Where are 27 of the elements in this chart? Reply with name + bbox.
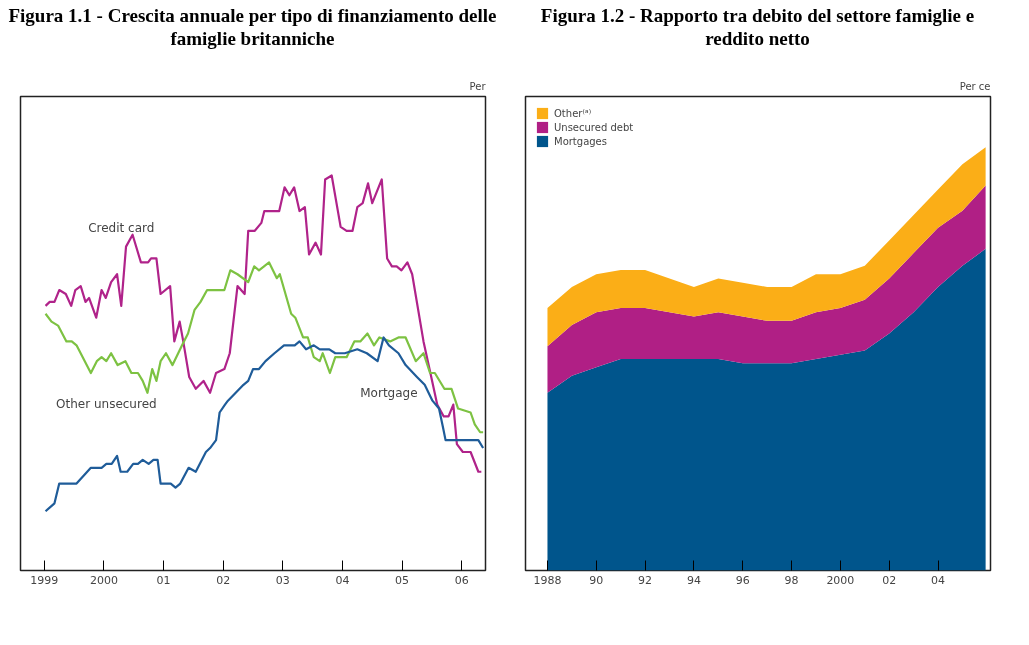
legend-label: Other⁽ᵃ⁾	[554, 106, 592, 120]
chart-title: Figura 1.2 - Rapporto tra debito del settore famiglie e reddito netto	[539, 5, 976, 51]
x-tick-label: 02	[882, 573, 897, 587]
text: Per ce	[959, 80, 991, 92]
x-tick-label: 96	[735, 573, 750, 587]
x-tick-label: 1988	[533, 573, 562, 587]
x-tick-label: 92	[638, 573, 653, 587]
x-tick-label: 05	[395, 573, 410, 587]
x-tick-label: 98	[784, 573, 799, 587]
x-tick-label: 01	[156, 573, 171, 587]
text: Per	[469, 80, 487, 92]
legend-label: Unsecured debt	[554, 120, 634, 134]
x-tick-label: 2000	[826, 573, 855, 587]
series-label: Mortgage	[360, 385, 418, 400]
x-tick-label: 04	[931, 573, 946, 587]
x-tick-label: 1999	[30, 573, 59, 587]
x-tick-label: 02	[216, 573, 231, 587]
x-tick-label: 90	[589, 573, 604, 587]
x-tick-label: 04	[335, 573, 350, 587]
x-tick-label: 94	[686, 573, 701, 587]
x-tick-label: 2000	[89, 573, 118, 587]
series-label: Other unsecured	[56, 396, 157, 411]
legend-label: Mortgages	[554, 134, 607, 148]
x-tick-label: 03	[275, 573, 290, 587]
chart-title: Figura 1.1 - Crescita annuale per tipo di finanziamento delle famiglie britanniche	[7, 5, 498, 51]
series-label: Credit card	[88, 221, 155, 236]
x-tick-label: 06	[454, 573, 469, 587]
